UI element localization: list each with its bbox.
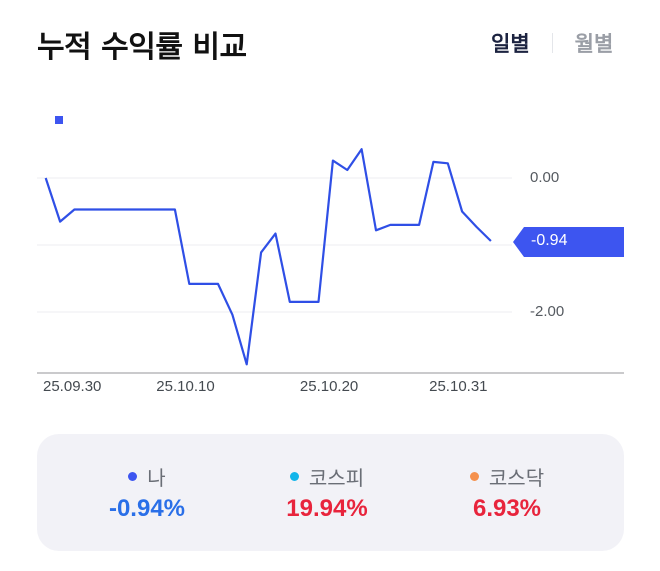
y-tick-label: -2.00 (530, 303, 565, 320)
cumulative-return-chart (37, 148, 624, 374)
me-dot-icon (128, 472, 138, 481)
current-value-text: -0.94 (531, 232, 568, 249)
toggle-divider (551, 33, 553, 53)
tab-monthly[interactable]: 월별 (574, 32, 614, 56)
x-tick-label: 25.10.10 (156, 378, 215, 395)
summary-label: 코스피 (308, 466, 365, 490)
summary-value: 6.93% (472, 495, 542, 522)
summary-label: 나 (147, 466, 166, 490)
kospi-dot-icon (289, 472, 299, 481)
kosdaq-dot-icon (469, 472, 479, 481)
summary-item-me: 나 -0.94% (57, 462, 237, 523)
x-tick-label: 25.09.30 (43, 378, 102, 395)
summary-label: 코스닥 (488, 466, 545, 490)
period-toggle: 일별 월별 (491, 28, 613, 58)
current-value-label: -0.94 (513, 227, 624, 257)
x-tick-label: 25.10.31 (429, 378, 488, 395)
series-legend-marker (55, 116, 63, 124)
x-tick-label: 25.10.20 (299, 378, 359, 395)
summary-value: 19.94% (286, 495, 368, 522)
tab-daily[interactable]: 일별 (491, 32, 530, 56)
current-value-tag (513, 227, 624, 257)
summary-value: -0.94% (108, 495, 186, 522)
summary-item-kosdaq: 코스닥 6.93% (417, 462, 597, 523)
y-tick-label: 0.00 (530, 169, 560, 186)
series-line-me (44, 148, 492, 366)
return-summary-panel: 나 -0.94% 코스피 19.94% 코스닥 6.93% (37, 434, 624, 551)
chart-gridlines (37, 177, 512, 313)
page-title: 누적 수익률 비교 (37, 30, 247, 65)
summary-item-kospi: 코스피 19.94% (237, 462, 417, 523)
